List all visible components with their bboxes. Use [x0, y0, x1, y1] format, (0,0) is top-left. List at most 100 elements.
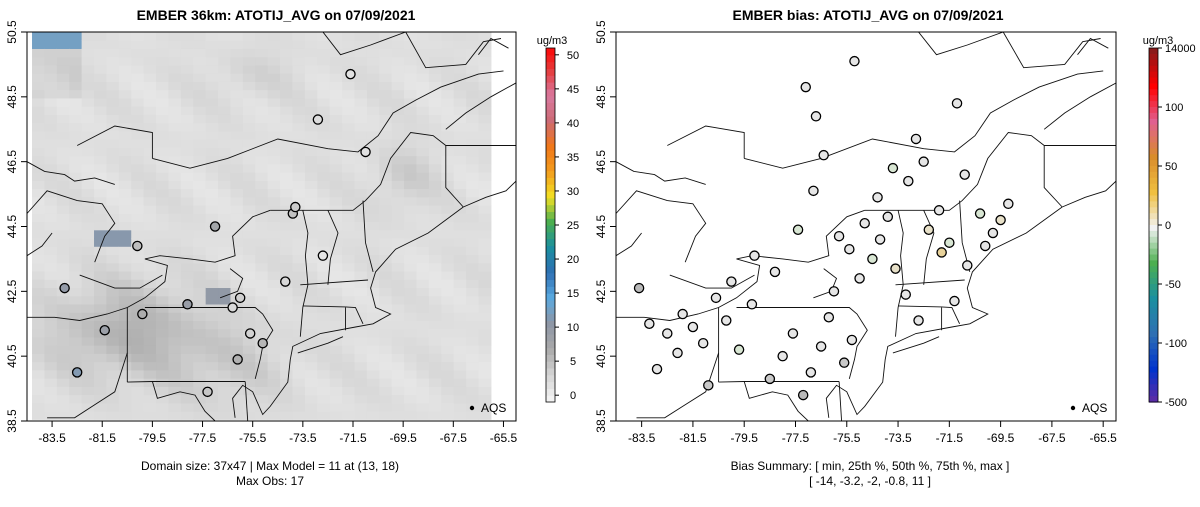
heatmap-cell	[342, 97, 355, 107]
heatmap-cell	[143, 56, 157, 66]
heatmap-cell	[280, 303, 293, 313]
heatmap-cell	[329, 353, 343, 363]
colorbar-swatch	[1149, 107, 1158, 114]
heatmap-cell	[143, 295, 157, 305]
colorbar-swatch	[1149, 89, 1158, 96]
heatmap-cell	[69, 106, 83, 115]
heatmap-cell	[242, 180, 256, 190]
heatmap-cell	[69, 56, 83, 66]
heatmap-cell	[205, 411, 219, 420]
heatmap-cell	[379, 246, 393, 256]
heatmap-cell	[441, 213, 455, 223]
heatmap-cell	[391, 328, 405, 338]
heatmap-cell	[453, 163, 467, 173]
heatmap-cell	[131, 81, 145, 91]
heatmap-cell	[44, 163, 58, 173]
heatmap-cell	[205, 295, 219, 305]
heatmap-cell	[304, 295, 318, 305]
boundary-line	[297, 336, 344, 354]
heatmap-cell	[466, 130, 480, 140]
y-tick-label: 46.5	[5, 150, 19, 174]
heatmap-cell	[94, 378, 107, 387]
station-point	[949, 295, 960, 307]
heatmap-cell	[416, 369, 430, 379]
colorbar-swatch	[546, 320, 555, 328]
heatmap-cell	[255, 246, 269, 256]
heatmap-cell	[242, 56, 256, 66]
heatmap-cell	[205, 89, 219, 99]
heatmap-cell	[94, 262, 107, 272]
heatmap-cell	[94, 295, 107, 305]
heatmap-cell	[391, 246, 405, 256]
colorbar-swatch	[1149, 372, 1158, 379]
heatmap-cell	[56, 56, 70, 66]
heatmap-cell	[342, 188, 355, 198]
heatmap-cell	[168, 180, 182, 190]
colorbar-swatch	[1149, 289, 1158, 297]
station-point	[800, 81, 811, 93]
colorbar-swatch	[1149, 307, 1158, 315]
heatmap-cell	[94, 122, 107, 132]
heatmap-cell	[453, 114, 467, 124]
heatmap-cell	[106, 97, 120, 107]
heatmap-cell	[354, 89, 368, 99]
heatmap-cell	[94, 89, 107, 99]
heatmap-cell	[32, 287, 45, 297]
heatmap-cell	[44, 295, 58, 305]
heatmap-cell	[94, 394, 107, 404]
heatmap-cell	[317, 312, 331, 321]
heatmap-cell	[304, 40, 318, 49]
heatmap-cell	[118, 238, 132, 247]
heatmap-cell	[69, 155, 83, 165]
heatmap-cell	[379, 97, 393, 107]
heatmap-cell	[218, 56, 231, 66]
heatmap-cell	[391, 287, 405, 297]
heatmap-cell	[366, 163, 380, 173]
heatmap-cell	[329, 188, 343, 198]
heatmap-cell	[379, 262, 393, 272]
heatmap-cell	[317, 56, 331, 66]
heatmap-cell	[416, 32, 430, 41]
heatmap-cell	[218, 246, 231, 256]
colorbar-swatch	[1149, 148, 1158, 155]
heatmap-cell	[81, 369, 95, 379]
colorbar-swatch	[546, 231, 555, 240]
heatmap-cell	[366, 336, 380, 346]
heatmap-cell	[44, 130, 58, 140]
heatmap-cell	[366, 386, 380, 396]
heatmap-cell	[205, 188, 219, 198]
heatmap-cell	[317, 287, 331, 297]
heatmap-cell	[453, 56, 467, 66]
heatmap-cell	[255, 196, 269, 206]
heatmap-cell	[317, 81, 331, 91]
heatmap-cell	[391, 312, 405, 321]
heatmap-cell	[317, 238, 331, 247]
heatmap-cell	[118, 64, 132, 74]
heatmap-cell	[255, 213, 269, 223]
heatmap-cell	[317, 180, 331, 190]
heatmap-cell	[230, 411, 244, 420]
heatmap-cell	[94, 172, 107, 181]
heatmap-cell	[180, 106, 194, 115]
boundary-line	[232, 206, 464, 418]
heatmap-cell	[329, 180, 343, 190]
heatmap-cell	[255, 180, 269, 190]
heatmap-cell	[267, 188, 281, 198]
heatmap-cell	[32, 279, 45, 289]
heatmap-cell	[56, 262, 70, 272]
heatmap-cell	[143, 254, 157, 264]
colorbar-swatch	[546, 211, 555, 219]
heatmap-cell	[242, 345, 256, 354]
heatmap-cell	[218, 89, 231, 99]
heatmap-cell	[131, 402, 145, 412]
heatmap-cell	[304, 147, 318, 157]
boundary-line	[1043, 82, 1116, 130]
heatmap-cell	[94, 139, 107, 148]
heatmap-cell	[156, 254, 169, 264]
heatmap-cell	[267, 361, 281, 371]
heatmap-cell	[329, 122, 343, 132]
colorbar-swatch	[546, 129, 555, 138]
heatmap-cell	[280, 163, 293, 173]
heatmap-cell	[118, 271, 132, 280]
heatmap-cell	[404, 213, 418, 223]
